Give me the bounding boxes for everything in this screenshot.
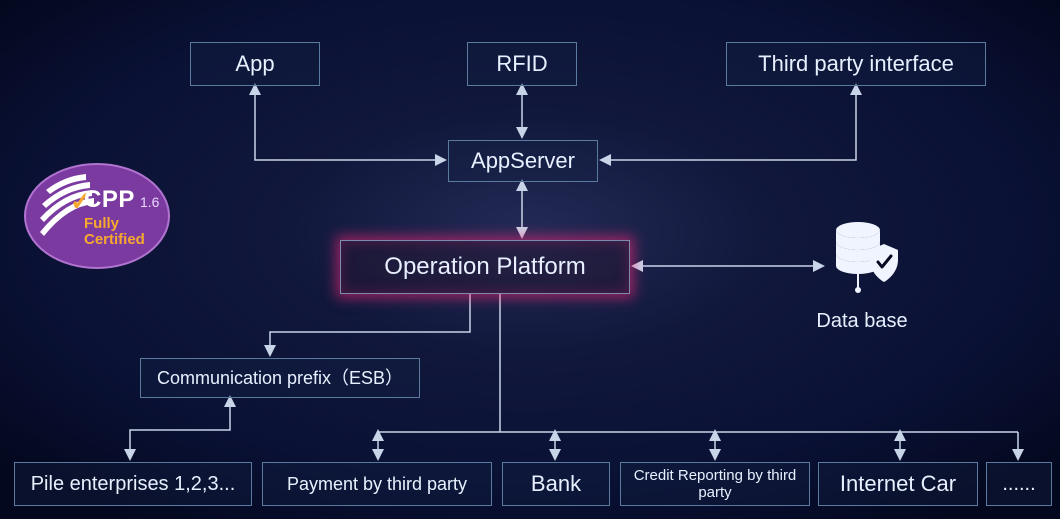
node-label: RFID — [496, 51, 547, 76]
node-label: Payment by third party — [287, 474, 467, 495]
node-bank: Bank — [502, 462, 610, 506]
node-label: Bank — [531, 471, 581, 496]
diagram-canvas: App RFID Third party interface AppServer… — [0, 0, 1060, 519]
node-label: App — [235, 51, 274, 76]
node-rfid: RFID — [467, 42, 577, 86]
node-internet-car: Internet Car — [818, 462, 978, 506]
node-label: ...... — [1002, 473, 1035, 496]
database-icon — [830, 218, 902, 296]
badge-version-text: 1.6 — [140, 194, 159, 210]
node-more: ...... — [986, 462, 1052, 506]
node-pile-enterprises: Pile enterprises 1,2,3... — [14, 462, 252, 506]
node-label: Operation Platform — [384, 253, 585, 281]
node-app: App — [190, 42, 320, 86]
node-appserver: AppServer — [448, 140, 598, 182]
node-label: AppServer — [471, 148, 575, 173]
node-operation-platform: Operation Platform — [340, 240, 630, 294]
node-label: Third party interface — [758, 51, 954, 76]
badge-main-text: CPP — [84, 186, 135, 214]
node-label: Credit Reporting by third party — [627, 467, 803, 502]
node-label: Communication prefix（ESB） — [157, 368, 403, 389]
node-esb: Communication prefix（ESB） — [140, 358, 420, 398]
node-label: Internet Car — [840, 471, 956, 496]
node-credit-reporting: Credit Reporting by third party — [620, 462, 810, 506]
node-third-party-interface: Third party interface — [726, 42, 986, 86]
node-payment-third-party: Payment by third party — [262, 462, 492, 506]
badge-sub-text-2: Certified — [84, 232, 145, 249]
node-label: Pile enterprises 1,2,3... — [31, 473, 236, 496]
database-label: Data base — [792, 310, 932, 333]
ocpp-badge: ✓ CPP 1.6 Fully Certified — [22, 160, 172, 272]
